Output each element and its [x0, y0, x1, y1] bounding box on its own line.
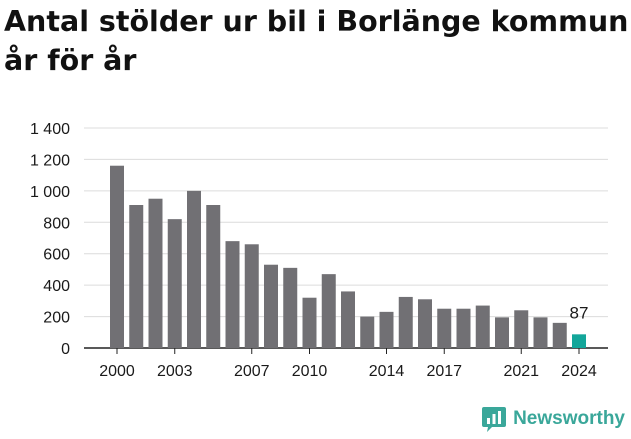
bar	[244, 244, 259, 348]
y-axis-ticks: 0 200 400 600 800 1 000 1 200 1 400	[30, 121, 70, 358]
x-tick-label: 2014	[369, 363, 405, 380]
bar	[475, 305, 490, 348]
bar	[437, 308, 452, 348]
y-tick-label: 600	[43, 247, 70, 264]
bar	[360, 316, 375, 348]
chart-title-line-1: Antal stölder ur bil i Borlänge kommun	[4, 5, 629, 38]
bar	[514, 310, 529, 348]
bar	[167, 219, 182, 348]
x-tick-label: 2017	[426, 363, 462, 380]
chart-title-line-2: år för år	[4, 44, 137, 77]
x-tick-label: 2024	[561, 363, 597, 380]
bar	[283, 267, 298, 348]
bar	[495, 317, 509, 348]
bar	[302, 297, 317, 348]
y-tick-label: 400	[43, 278, 70, 295]
bar	[206, 205, 221, 348]
bar	[321, 274, 336, 348]
bar	[187, 190, 201, 348]
bar	[225, 241, 240, 348]
brand-name: Newsworthy	[513, 408, 625, 429]
bar	[110, 165, 124, 348]
x-tick-label: 2010	[292, 363, 328, 380]
newsworthy-logo-icon	[482, 407, 507, 432]
data-label: 87	[570, 303, 589, 322]
brand-logo: Newsworthy	[481, 405, 625, 433]
y-tick-label: 0	[61, 341, 70, 358]
y-tick-label: 200	[43, 310, 70, 327]
y-tick-label: 1 200	[30, 152, 70, 169]
data-labels: 87	[570, 303, 589, 322]
bar	[264, 264, 278, 348]
x-tick-label: 2021	[503, 363, 539, 380]
y-tick-label: 800	[43, 215, 70, 232]
bar	[456, 308, 471, 348]
bar	[129, 205, 144, 348]
bar	[341, 291, 355, 348]
x-tick-label: 2007	[234, 363, 270, 380]
y-tick-label: 1 400	[30, 121, 70, 138]
x-tick-label: 2000	[99, 363, 135, 380]
bar	[398, 296, 413, 348]
bar	[418, 299, 432, 348]
bar	[379, 311, 394, 348]
bars	[110, 165, 586, 348]
bar	[572, 334, 586, 348]
x-tick-label: 2003	[157, 363, 193, 380]
y-tick-label: 1 000	[30, 184, 70, 201]
chart-title: Antal stölder ur bil i Borlänge kommun å…	[4, 2, 629, 80]
bar	[148, 198, 163, 348]
bar	[552, 322, 567, 348]
x-axis-ticks: 2000 2003 2007 2010 2014 2017 2021 2024	[99, 348, 597, 380]
bar	[533, 317, 548, 348]
